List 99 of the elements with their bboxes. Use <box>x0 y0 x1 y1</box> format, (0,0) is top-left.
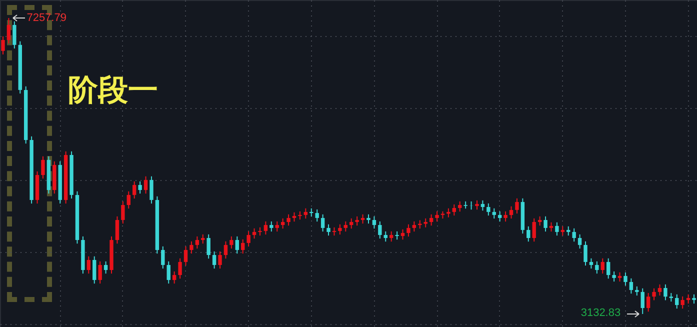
candlestick <box>1 36 5 55</box>
candlestick <box>458 200 462 212</box>
candlestick <box>584 240 588 266</box>
candlestick <box>212 250 216 270</box>
candlestick <box>640 288 644 314</box>
candlestick <box>132 180 136 200</box>
candlestick <box>292 212 296 222</box>
candlestick <box>680 296 684 310</box>
candlestick <box>480 200 485 212</box>
candlestick <box>378 220 382 240</box>
candlestick <box>126 190 130 210</box>
candlestick <box>538 216 542 226</box>
candlestick <box>201 234 205 244</box>
candlestick <box>389 230 394 242</box>
candlestick <box>338 224 342 236</box>
candlestick <box>400 228 405 240</box>
candlestick <box>600 258 604 274</box>
annotation: 3132.83 <box>580 307 621 319</box>
candlestick <box>652 288 656 301</box>
candlestick <box>184 246 188 266</box>
candlestick <box>92 256 96 284</box>
candlestick <box>618 272 622 282</box>
candlestick <box>452 204 456 216</box>
candlestick <box>172 270 176 284</box>
candlestick <box>230 236 234 250</box>
candlestick <box>658 284 662 296</box>
candlestick <box>235 236 239 254</box>
candlestick <box>280 218 285 230</box>
candlestick <box>224 240 228 260</box>
candlestick <box>406 224 410 238</box>
candlestick <box>498 210 502 222</box>
candlestick <box>12 20 16 49</box>
candlestick <box>629 278 634 294</box>
candlestick <box>589 258 594 270</box>
candlestick <box>372 216 376 230</box>
candlestick <box>504 210 508 222</box>
candlestick <box>115 216 120 244</box>
candlestick <box>121 200 125 224</box>
candlestick <box>555 222 559 236</box>
candlestick <box>286 214 290 226</box>
candlestick <box>190 240 194 254</box>
candlestick <box>252 228 256 240</box>
candlestick <box>218 250 222 270</box>
candlestick <box>515 198 519 214</box>
candlestick <box>195 236 200 250</box>
annotation: 7257.79 <box>26 12 66 24</box>
candlestick <box>686 294 690 304</box>
candlestick <box>526 226 530 242</box>
candlestick <box>161 246 165 270</box>
candlestick <box>572 228 576 242</box>
candlestick <box>509 206 514 220</box>
candlestick <box>270 220 274 232</box>
candlestick <box>412 220 416 232</box>
candlestick <box>264 220 268 236</box>
candlestick <box>360 214 365 224</box>
candlestick <box>6 18 11 44</box>
candlestick <box>475 200 479 210</box>
candlestick <box>646 292 650 312</box>
candlestick <box>384 230 388 242</box>
candlestick <box>612 270 616 282</box>
candlestick <box>246 230 250 248</box>
candlestick <box>275 220 279 232</box>
candlestick <box>549 222 554 232</box>
candlestick <box>429 214 434 226</box>
candlestick <box>606 258 610 280</box>
candlestick <box>486 202 490 216</box>
candlestick <box>304 208 308 220</box>
candlestick <box>578 234 582 250</box>
candlestick <box>366 214 370 224</box>
candlestick <box>86 256 91 274</box>
candlestick <box>104 260 108 274</box>
candlestick <box>240 238 245 254</box>
candlestick <box>355 216 359 226</box>
candlestick <box>315 208 319 222</box>
candlestick <box>566 226 570 236</box>
candlestick <box>320 214 325 232</box>
candlestick <box>675 294 679 310</box>
candlestick <box>532 218 536 242</box>
candlestick <box>178 258 182 280</box>
candlestick <box>98 260 102 284</box>
candlestick <box>138 180 142 194</box>
candlestick <box>544 216 548 232</box>
candlestick <box>144 176 148 194</box>
candlestick <box>560 226 565 236</box>
candlestick <box>206 234 210 260</box>
candlestick <box>435 210 439 222</box>
candlestick <box>166 260 170 284</box>
candlestick <box>595 260 599 274</box>
candlestick <box>624 272 628 286</box>
candlestick <box>664 284 668 301</box>
annotation: 阶段一 <box>68 73 158 108</box>
candlestick <box>692 294 696 304</box>
candlestick <box>41 156 45 180</box>
candlestick <box>344 220 348 232</box>
candlestick <box>635 286 639 296</box>
candlestick <box>150 176 154 204</box>
candlestick <box>492 208 496 220</box>
candlestick <box>350 218 354 230</box>
candlestick <box>326 224 330 236</box>
